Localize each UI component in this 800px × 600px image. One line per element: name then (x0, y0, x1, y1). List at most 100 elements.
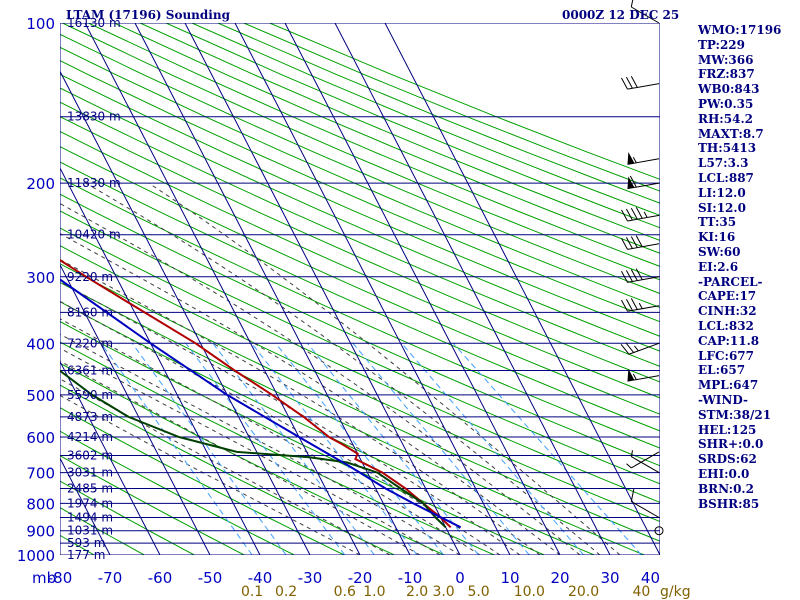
height-label: 4214 m (67, 430, 113, 444)
mixing-ratio-label: 0.1 (241, 584, 263, 600)
dry-adiabat-line (60, 193, 660, 467)
index-entry: CAP:11.8 (698, 333, 760, 348)
index-entry: CAPE:17 (698, 289, 757, 304)
dry-adiabat-line (60, 101, 660, 367)
mixing-ratio-line (185, 342, 346, 555)
index-entry: WMO:17196 (698, 23, 782, 37)
index-entry: WB0:843 (698, 82, 760, 97)
moist-adiabat-line (148, 182, 621, 555)
temperature-tick-label: 10 (500, 569, 519, 587)
isotherm-line (60, 457, 111, 555)
dry-adiabat-line (88, 23, 660, 267)
temperature-tick-label: -40 (248, 569, 273, 587)
mixing-ratio-line (275, 342, 444, 555)
dry-adiabat-line (60, 87, 660, 352)
index-entry: -WIND- (698, 392, 748, 407)
wind-barb-staff (631, 456, 660, 474)
wind-barb-flag (621, 77, 628, 90)
index-entry: LFC:677 (698, 348, 754, 363)
wind-barb-staff (631, 501, 660, 518)
isotherm-line (384, 23, 660, 555)
wind-barb-flag (630, 298, 638, 310)
pressure-tick-label: 400 (26, 335, 55, 353)
wind-barb-half-flag (626, 463, 632, 469)
index-entry: L57:3.3 (698, 156, 749, 171)
wind-barb-flag (630, 76, 638, 88)
index-entry: EI:2.6 (698, 259, 739, 274)
wind-barb (620, 342, 660, 355)
wind-barb (630, 450, 660, 474)
mixing-ratio-label: 5.0 (467, 584, 489, 600)
wind-barb-staff (627, 214, 660, 222)
isotherm-line (60, 360, 161, 555)
mixing-ratio-label: 2.0 (406, 584, 428, 600)
height-label: 6361 m (67, 364, 113, 378)
mixing-ratio-label: 20.0 (568, 584, 599, 600)
index-entry: RH:54.2 (698, 111, 753, 126)
wind-barb-flag (625, 76, 633, 89)
dry-adiabat-line (60, 177, 660, 449)
index-entry: LI:12.0 (698, 185, 746, 200)
mixing-ratio-label: 10.0 (514, 584, 545, 600)
index-entry: FRZ:837 (698, 67, 755, 82)
wind-barb (630, 0, 660, 24)
temperature-tick-label: -10 (398, 569, 423, 587)
isotherm-line (284, 23, 561, 555)
dry-adiabat-line (60, 161, 660, 432)
height-label: 1494 m (67, 511, 113, 525)
pressure-tick-label: 600 (26, 429, 55, 447)
dewpoint-trace (60, 369, 447, 529)
index-entry: TP:229 (698, 37, 746, 52)
height-label: 593 m (67, 536, 105, 550)
mixing-ratio-label: 3.0 (432, 584, 454, 600)
height-label: 2485 m (67, 482, 113, 496)
dry-adiabat-line (60, 60, 660, 323)
index-entry: MW:366 (698, 52, 754, 67)
wind-barb (627, 152, 660, 165)
wind-barb-flag (630, 0, 635, 8)
wind-barb-flag (625, 299, 633, 311)
height-label: 8160 m (67, 305, 113, 319)
pressure-tick-label: 100 (26, 15, 55, 33)
wind-barb-staff (627, 243, 660, 250)
index-entry: KI:16 (698, 230, 736, 245)
wind-barb-flag (625, 208, 633, 221)
mixing-ratio-unit-label: g/kg (660, 584, 691, 600)
index-entry: SRDS:62 (698, 452, 757, 467)
chart-timestamp: 0000Z 12 DEC 25 (562, 8, 680, 22)
height-labels: 16130 m 13830 m 11830 m 10420 m 9220 m 8160 m… (67, 16, 121, 562)
isotherm-line (334, 23, 611, 555)
index-entry: SI:12.0 (698, 200, 746, 215)
temperature-tick-label: -50 (198, 569, 223, 587)
pressure-tick-label: 1000 (17, 547, 55, 565)
parcel-trace (60, 278, 462, 529)
wind-barb-half-flag (643, 211, 648, 218)
wind-barb-flag (621, 237, 628, 250)
mixing-ratio-line (401, 342, 584, 555)
wind-barb-pennant (627, 176, 635, 189)
pressure-tick-label: 800 (26, 495, 55, 513)
dry-adiabat-line (60, 116, 660, 383)
temperature-tick-label: 40 (641, 569, 660, 587)
temperature-tick-label: -70 (98, 569, 123, 587)
height-label: 177 m (67, 548, 105, 562)
stability-indices-list: WMO:17196 TP:229 MW:366 FRZ:837 WB0:843 PW:0.… (698, 23, 781, 511)
height-label: 5590 m (67, 388, 113, 402)
index-entry: STM:38/21 (698, 407, 772, 422)
index-entry: HEL:125 (698, 422, 757, 437)
mixing-ratio-lines (100, 342, 642, 555)
wind-barb-staff (631, 6, 660, 24)
moist-adiabat-line (60, 347, 441, 555)
grid-lines (0, 23, 660, 555)
wind-barb-flag (625, 342, 635, 353)
temperature-tick-label: -20 (348, 569, 373, 587)
temperature-trace (60, 259, 452, 529)
mixing-ratio-label: 40 (632, 584, 650, 600)
chart-title: LTAM (17196) Sounding (66, 8, 230, 22)
wind-barb (621, 76, 660, 90)
pressure-tick-label: 900 (26, 523, 55, 541)
isotherm-line (0, 23, 10, 555)
wind-barb-staff (627, 305, 660, 312)
wind-barb (627, 368, 660, 382)
